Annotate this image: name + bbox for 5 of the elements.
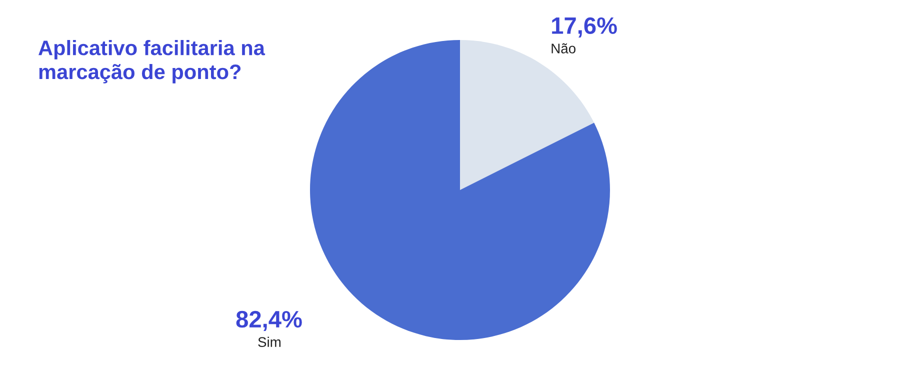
slice-label: Não [552,43,576,54]
text: Aplicativo facilitaria na marcação de ponto? [38,40,266,84]
slice-label: Sim [258,336,281,347]
data-label: 82,4% [236,310,302,332]
data-label: 17,6% [552,17,617,38]
